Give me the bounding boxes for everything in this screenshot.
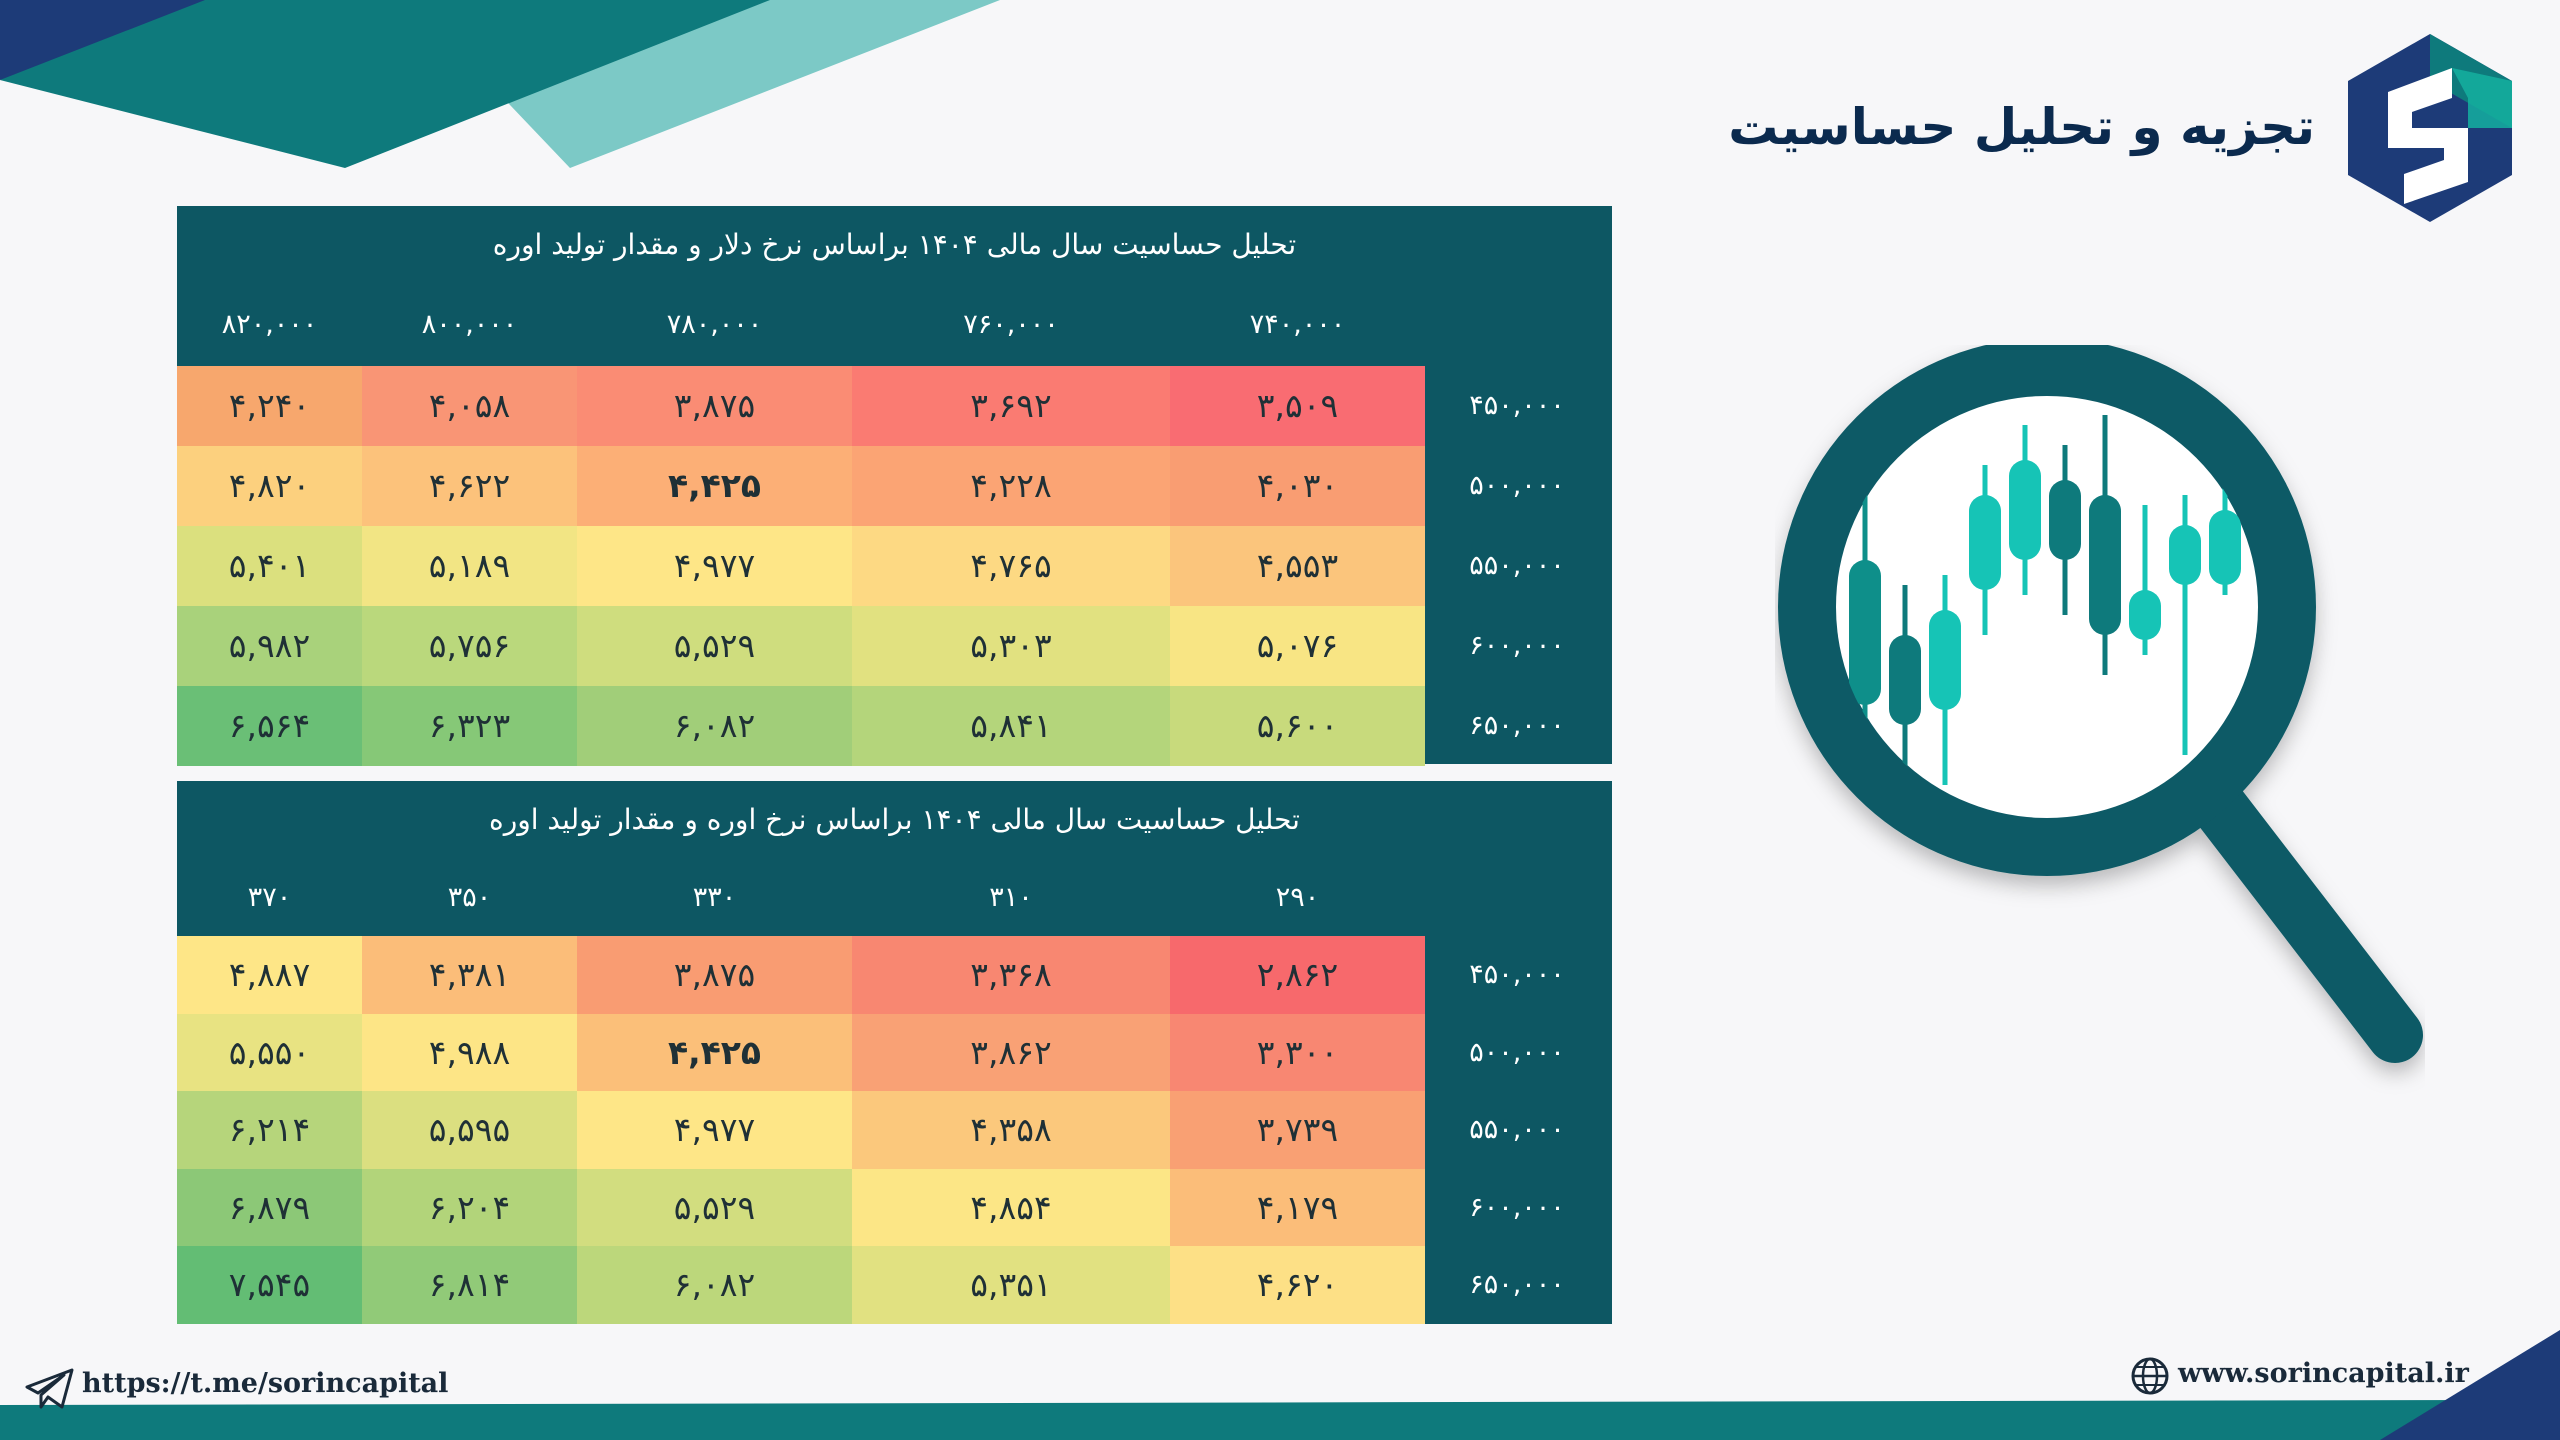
page-title: تجزیه و تحلیل حساسیت	[1728, 98, 2315, 156]
table-cell: ۶,۸۷۹	[177, 1168, 362, 1247]
dollar-sensitivity-table: تحلیل حساسیت سال مالی ۱۴۰۴ براساس نرخ دل…	[177, 206, 1612, 766]
table-cell: ۶,۸۱۴	[362, 1246, 577, 1324]
table-cell: ۶,۲۰۴	[362, 1168, 577, 1247]
row-header: ۵۵۰,۰۰۰	[1469, 550, 1565, 581]
table-cell: ۳,۳۶۸	[852, 936, 1170, 1014]
table-cell: ۶,۲۱۴	[177, 1091, 362, 1169]
top-left-decoration	[0, 0, 1000, 168]
table-cell: ۵,۵۵۰	[177, 1013, 362, 1092]
row-header: ۴۵۰,۰۰۰	[1469, 959, 1565, 990]
table-cell: ۵,۷۵۶	[362, 606, 577, 686]
column-header: ۳۷۰	[247, 882, 292, 913]
table-cell: ۵,۶۰۰	[1170, 686, 1425, 766]
row-header: ۶۰۰,۰۰۰	[1469, 1191, 1565, 1223]
candlestick-icon	[1849, 415, 2241, 815]
column-header: ۷۴۰,۰۰۰	[1249, 309, 1346, 340]
table-cell: ۲,۸۶۲	[1170, 936, 1425, 1014]
column-header: ۸۰۰,۰۰۰	[421, 309, 518, 340]
table-cell: ۶,۰۸۲	[577, 686, 852, 766]
table-cell: ۵,۳۰۳	[852, 606, 1170, 686]
table-caption: تحلیل حساسیت سال مالی ۱۴۰۴ براساس نرخ دل…	[492, 228, 1297, 261]
urea-sensitivity-table: تحلیل حساسیت سال مالی ۱۴۰۴ براساس نرخ او…	[177, 781, 1612, 1324]
bottom-decoration	[0, 1330, 2560, 1440]
table-cell: ۵,۱۸۹	[362, 526, 577, 606]
table-cell: ۴,۹۸۸	[362, 1013, 577, 1092]
website-link[interactable]: www.sorincapital.ir	[2178, 1358, 2469, 1389]
table-cell: ۴,۵۵۳	[1170, 526, 1425, 606]
table-cell: ۴,۴۲۵	[577, 446, 852, 526]
table-cell: ۴,۸۵۴	[852, 1168, 1170, 1247]
telegram-link[interactable]: https://t.me/sorincapital	[82, 1368, 449, 1399]
paper-plane-icon	[25, 1368, 74, 1409]
table-cell: ۳,۷۳۹	[1170, 1091, 1425, 1169]
table-cell: ۵,۹۸۲	[177, 606, 362, 686]
table-cell: ۳,۸۷۵	[577, 366, 852, 446]
table-cell: ۵,۳۵۱	[852, 1246, 1170, 1324]
table-cell: ۷,۵۴۵	[177, 1246, 362, 1324]
table-cell: ۳,۶۹۲	[852, 366, 1170, 446]
table-cell: ۴,۹۷۷	[577, 526, 852, 606]
table-cell: ۴,۸۸۷	[177, 936, 362, 1014]
row-header: ۵۰۰,۰۰۰	[1469, 1036, 1565, 1068]
table-cell: ۴,۴۲۵	[577, 1013, 852, 1092]
table-cell: ۳,۸۷۵	[577, 936, 852, 1014]
table-cell: ۳,۳۰۰	[1170, 1013, 1425, 1092]
row-header: ۵۵۰,۰۰۰	[1469, 1114, 1565, 1146]
table-cell: ۵,۴۰۱	[177, 526, 362, 606]
table-cell: ۵,۵۲۹	[577, 1168, 852, 1247]
table-cell: ۴,۸۲۰	[177, 446, 362, 526]
column-header: ۷۶۰,۰۰۰	[963, 309, 1059, 340]
table-cell: ۶,۰۸۲	[577, 1246, 852, 1324]
table-cell: ۴,۱۷۹	[1170, 1168, 1425, 1247]
table-cell: ۴,۳۸۱	[362, 936, 577, 1014]
row-header: ۴۵۰,۰۰۰	[1469, 390, 1565, 421]
magnifier-illustration	[1778, 345, 2423, 1063]
column-header: ۷۸۰,۰۰۰	[666, 309, 763, 340]
table-cell: ۴,۰۵۸	[362, 366, 577, 446]
table-cell: ۵,۸۴۱	[852, 686, 1170, 766]
row-header: ۵۰۰,۰۰۰	[1469, 470, 1565, 501]
table-cell: ۴,۹۷۷	[577, 1091, 852, 1169]
table-cell: ۴,۳۵۸	[852, 1091, 1170, 1169]
table-cell: ۵,۰۷۶	[1170, 606, 1425, 686]
table-cell: ۵,۵۲۹	[577, 606, 852, 686]
column-header: ۳۳۰	[692, 882, 737, 913]
table-cell: ۴,۰۳۰	[1170, 446, 1425, 526]
column-header: ۳۵۰	[447, 882, 492, 913]
row-header: ۶۰۰,۰۰۰	[1469, 630, 1565, 661]
table-cell: ۶,۵۶۴	[177, 686, 362, 766]
table-cell: ۴,۶۲۲	[362, 446, 577, 526]
table-cell: ۳,۸۶۲	[852, 1013, 1170, 1092]
table-caption: تحلیل حساسیت سال مالی ۱۴۰۴ براساس نرخ او…	[489, 803, 1300, 836]
table-cell: ۶,۳۲۳	[362, 686, 577, 766]
row-header: ۶۵۰,۰۰۰	[1469, 1269, 1565, 1301]
table-cell: ۴,۷۶۵	[852, 526, 1170, 606]
column-header: ۲۹۰	[1275, 882, 1320, 913]
table-cell: ۴,۲۴۰	[177, 366, 362, 446]
company-logo	[2348, 34, 2512, 222]
table-cell: ۵,۵۹۵	[362, 1091, 577, 1169]
column-header: ۸۲۰,۰۰۰	[221, 309, 318, 340]
row-header: ۶۵۰,۰۰۰	[1469, 710, 1565, 741]
column-header: ۳۱۰	[989, 882, 1033, 913]
globe-icon	[2131, 1357, 2169, 1395]
table-cell: ۴,۲۲۸	[852, 446, 1170, 526]
table-cell: ۴,۶۲۰	[1170, 1246, 1425, 1324]
table-cell: ۳,۵۰۹	[1170, 366, 1425, 446]
